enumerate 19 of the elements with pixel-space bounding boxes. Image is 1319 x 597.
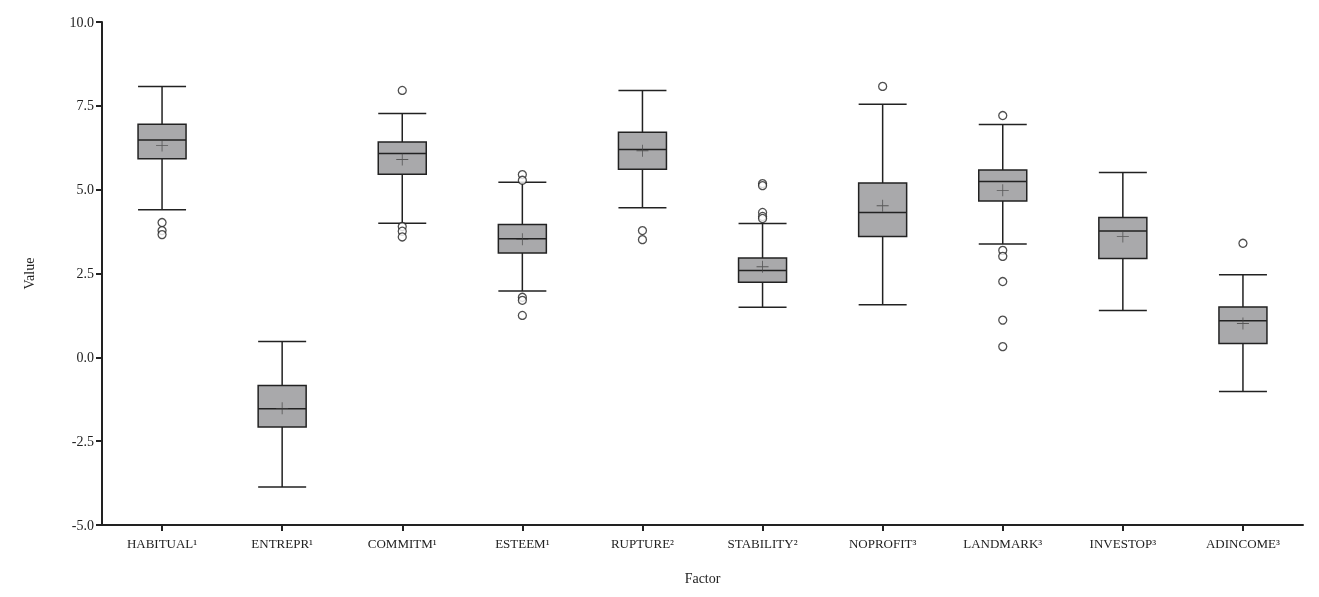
- x-tick-label: ENTREPR¹: [251, 536, 314, 551]
- x-tick-label: ESTEEM¹: [495, 536, 550, 551]
- x-tick-label: LANDMARK³: [963, 536, 1043, 551]
- y-tick-label: -5.0: [71, 517, 94, 533]
- y-tick-label: 10.0: [69, 14, 94, 30]
- y-tick-label: 2.5: [76, 266, 94, 281]
- x-tick-label: NOPROFIT³: [848, 536, 917, 551]
- y-tick-label: 7.5: [76, 98, 94, 114]
- y-axis-title: Value: [21, 257, 37, 290]
- y-tick-label: -2.5: [71, 433, 94, 449]
- x-tick-label: COMMITM¹: [367, 536, 437, 551]
- x-tick-label: HABITUAL¹: [126, 536, 198, 551]
- x-tick-label: ADINCOME³: [1205, 536, 1281, 551]
- x-tick-label: STABILITY²: [727, 536, 798, 551]
- x-tick-label: RUPTURE²: [610, 536, 675, 551]
- x-tick-label: INVESTOP³: [1089, 536, 1157, 551]
- y-tick-label: 0.0: [76, 349, 94, 365]
- y-tick-label: 5.0: [76, 182, 94, 198]
- x-axis-title: Factor: [684, 570, 721, 586]
